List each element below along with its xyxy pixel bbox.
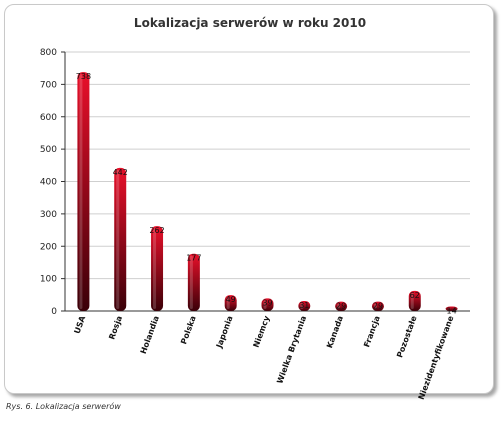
data-label: 29 bbox=[336, 302, 346, 311]
y-tick-label: 700 bbox=[40, 80, 57, 90]
x-category-label: Kanada bbox=[325, 315, 345, 350]
y-tick-label: 200 bbox=[40, 242, 57, 252]
bar bbox=[371, 301, 384, 311]
x-category-label: Niezidentyfikowane bbox=[417, 314, 456, 401]
y-tick-label: 100 bbox=[40, 275, 57, 285]
x-category-label: Rosja bbox=[107, 315, 124, 341]
bar-highlight bbox=[373, 303, 377, 309]
bar bbox=[261, 298, 274, 311]
data-label: 14 bbox=[446, 306, 456, 315]
bar-highlight bbox=[226, 297, 230, 309]
bar bbox=[114, 167, 127, 311]
data-label: 177 bbox=[186, 254, 201, 263]
x-category-labels: USA Rosja Holandia Polska Japonia Niemcy Wielk… bbox=[73, 314, 456, 401]
y-tick-label: 500 bbox=[40, 145, 57, 155]
x-category-label: Polska bbox=[179, 315, 198, 346]
x-category-label: USA bbox=[73, 314, 88, 335]
y-tick-label: 0 bbox=[51, 307, 57, 317]
bar-highlight bbox=[337, 303, 341, 309]
bar bbox=[408, 290, 421, 311]
chart-title: Lokalizacja serwerów w roku 2010 bbox=[134, 16, 366, 30]
x-category-label: Pozostałe bbox=[395, 314, 419, 359]
x-category-label: Japonia bbox=[214, 315, 234, 350]
bar bbox=[445, 306, 458, 311]
bar-highlight bbox=[116, 169, 120, 309]
data-label: 442 bbox=[113, 168, 128, 177]
data-label: 29 bbox=[373, 302, 383, 311]
bar-highlight bbox=[189, 255, 193, 309]
x-category-label: Wielka Brytania bbox=[275, 315, 308, 385]
data-label: 39 bbox=[262, 298, 272, 307]
data-label: 262 bbox=[149, 226, 164, 235]
data-label: 49 bbox=[226, 295, 236, 304]
bar-highlight bbox=[153, 228, 157, 309]
bar bbox=[224, 295, 237, 311]
figure-caption: Rys. 6. Lokalizacja serwerów bbox=[6, 402, 121, 411]
y-tick-label: 800 bbox=[40, 48, 57, 58]
y-tick-labels: 0 100 200 300 400 500 600 700 800 bbox=[40, 48, 57, 317]
data-label: 31 bbox=[299, 301, 309, 310]
gridlines bbox=[65, 51, 470, 280]
bars bbox=[77, 72, 458, 311]
y-tick-label: 400 bbox=[40, 178, 57, 188]
y-tick-label: 600 bbox=[40, 113, 57, 123]
bar-highlight bbox=[300, 302, 304, 309]
bar bbox=[187, 253, 200, 311]
x-category-label: Niemcy bbox=[252, 314, 272, 349]
x-category-label: Francja bbox=[362, 315, 382, 349]
bar-highlight bbox=[447, 308, 451, 309]
bar bbox=[335, 301, 348, 311]
data-labels: 738 442 262 177 49 39 31 29 29 62 14 bbox=[76, 72, 457, 315]
bar bbox=[298, 300, 311, 311]
data-label: 738 bbox=[76, 72, 91, 81]
bar bbox=[151, 226, 164, 311]
data-label: 62 bbox=[410, 291, 420, 300]
bar bbox=[77, 72, 90, 311]
bar-highlight bbox=[410, 292, 414, 309]
x-category-label: Holandia bbox=[139, 315, 161, 356]
y-tick-label: 300 bbox=[40, 210, 57, 220]
bar-highlight bbox=[79, 74, 83, 309]
bar-highlight bbox=[263, 300, 267, 309]
